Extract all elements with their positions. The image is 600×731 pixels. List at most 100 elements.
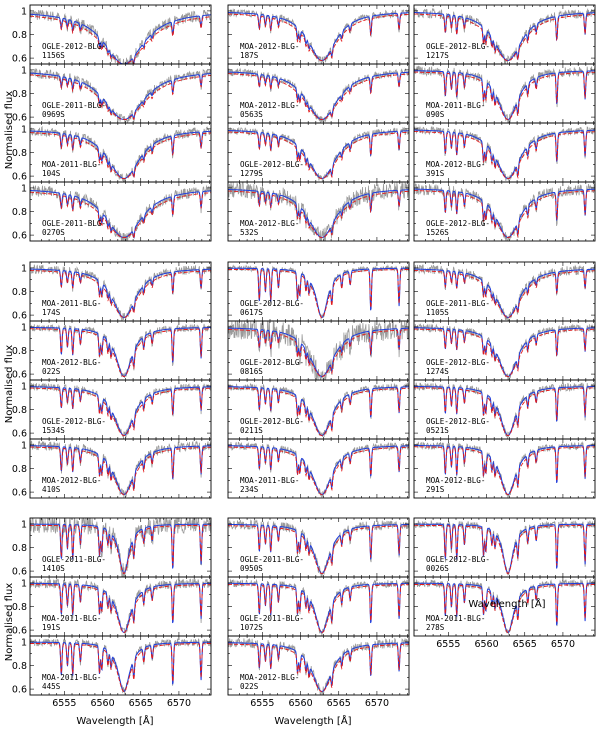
panel-2-8: OGLE-2012-BLG-0211S xyxy=(227,379,410,440)
panel-curves xyxy=(30,323,211,379)
y-tick-label: 0.6 xyxy=(12,567,27,578)
y-tick-label: 0.8 xyxy=(12,30,27,41)
panel-3-7: 0.6 0.8 1 MOA-2011-BLG-445S 6555 6560 6565 6570 xyxy=(12,635,212,709)
model-red xyxy=(228,329,409,378)
panel-label: 532S xyxy=(240,228,259,237)
x-tick-label: 6570 xyxy=(365,698,389,709)
y-tick-label: 0.6 xyxy=(12,54,27,65)
model-red xyxy=(414,446,595,496)
model-blue xyxy=(414,444,595,496)
model-red xyxy=(30,387,211,437)
panel-3-5: OGLE-2011-BLG-1072S xyxy=(227,576,410,637)
panel-label: OGLE-2012-BLG- xyxy=(240,358,304,367)
model-red xyxy=(30,74,211,121)
model-red xyxy=(228,13,409,62)
panel-curves xyxy=(414,264,595,321)
x-tick-label: 6555 xyxy=(436,639,460,650)
y-tick-label: 1 xyxy=(21,183,27,194)
y-tick-label: 1 xyxy=(21,519,27,530)
y-tick-label: 1 xyxy=(21,263,27,274)
panel-label: 1274S xyxy=(426,367,449,376)
panel-label: MOA-2012-BLG- xyxy=(240,219,299,228)
panel-label: 022S xyxy=(42,367,61,376)
panel-label: 187S xyxy=(240,51,259,60)
x-tick-label: 6555 xyxy=(52,698,76,709)
panel-curves xyxy=(228,637,409,695)
panel-label: 191S xyxy=(42,623,61,632)
model-red xyxy=(228,584,409,634)
model-red xyxy=(30,328,211,378)
y-tick-label: 0.6 xyxy=(12,231,27,242)
model-red xyxy=(30,270,211,319)
panel-label: 445S xyxy=(42,682,61,691)
y-tick-label: 0.6 xyxy=(12,172,27,183)
panel-label: 1217S xyxy=(426,51,449,60)
y-tick-label: 1 xyxy=(21,578,27,589)
panel-curves xyxy=(414,323,595,380)
model-red xyxy=(228,190,409,239)
panel-label: MOA-2011-BLG- xyxy=(426,101,485,110)
panel-curves xyxy=(228,578,409,636)
panel-label: 174S xyxy=(42,308,61,317)
panel-2-12: MOA-2012-BLG-291S xyxy=(413,438,596,499)
panel-1-9: MOA-2012-BLG-391S xyxy=(413,122,596,183)
y-tick-label: 0.8 xyxy=(12,89,27,100)
panel-label: OGLE-2011-BLG- xyxy=(42,555,106,564)
x-tick-label: 6565 xyxy=(129,698,153,709)
panel-label: OGLE-2011-BLG- xyxy=(240,555,304,564)
panel-curves xyxy=(414,519,595,576)
panel-curves xyxy=(228,519,409,577)
panel-label: OGLE-2012-BLG- xyxy=(426,219,490,228)
y-tick-label: 0.8 xyxy=(12,464,27,475)
panel-label: 0270S xyxy=(42,228,65,237)
panel-label: 0816S xyxy=(240,367,263,376)
panel-label: OGLE-2011-BLG- xyxy=(42,219,106,228)
panel-curves xyxy=(30,125,211,182)
panel-3-6: MOA-2011-BLG-278S 6555 6560 6565 6570 xyxy=(413,576,596,650)
y-tick-label: 1 xyxy=(21,6,27,17)
y-tick-label: 0.8 xyxy=(12,207,27,218)
panel-2-1: 0.6 0.8 1 MOA-2011-BLG-174S xyxy=(12,261,212,322)
panel-2-6: OGLE-2012-BLG-1274S xyxy=(413,320,596,381)
panel-label: OGLE-2011-BLG- xyxy=(426,299,490,308)
model-red xyxy=(414,328,595,378)
panel-curves xyxy=(30,264,211,321)
panel-1-3: OGLE-2012-BLG-1217S xyxy=(413,4,596,65)
y-tick-label: 0.6 xyxy=(12,685,27,696)
panel-2-4: 0.6 0.8 1 MOA-2012-BLG-022S xyxy=(12,320,212,381)
y-tick-label: 0.8 xyxy=(12,405,27,416)
panel-curves xyxy=(30,383,211,439)
y-tick-label: 0.8 xyxy=(12,346,27,357)
panel-label: 0563S xyxy=(240,110,263,119)
model-red xyxy=(228,268,409,319)
panel-2-3: OGLE-2011-BLG-1105S xyxy=(413,261,596,322)
panel-2-7: 0.6 0.8 1 OGLE-2012-BLG-1534S xyxy=(12,379,212,440)
y-tick-label: 0.6 xyxy=(12,311,27,322)
panel-3-2: OGLE-2011-BLG-0950S xyxy=(227,517,410,578)
model-red xyxy=(30,191,211,240)
panel-curves xyxy=(30,9,211,64)
xlabel-bottom-left: Wavelength [Å] xyxy=(76,714,153,727)
panel-label: MOA-2011-BLG- xyxy=(426,614,485,623)
panel-1-4: 0.6 0.8 1 OGLE-2011-BLG-0969S xyxy=(12,63,212,124)
panel-label: 1072S xyxy=(240,623,263,632)
panel-label: 090S xyxy=(426,110,445,119)
panel-3-4: 0.6 0.8 1 MOA-2011-BLG-191S xyxy=(12,576,212,637)
model-red xyxy=(228,525,409,575)
model-red xyxy=(414,387,595,437)
panel-2-10: 0.6 0.8 1 MOA-2012-BLG-410S xyxy=(12,438,212,499)
panel-curves xyxy=(414,126,595,182)
x-tick-label: 6560 xyxy=(90,698,114,709)
model-red xyxy=(228,131,409,180)
model-red xyxy=(414,131,595,180)
panel-curves xyxy=(228,321,409,380)
y-tick-label: 0.8 xyxy=(12,661,27,672)
panels-layer: 0.60.81OGLE-2012-BLG-1156SMOA-2012-BLG-1… xyxy=(12,4,596,709)
panel-label: 0969S xyxy=(42,110,65,119)
model-red xyxy=(228,446,409,496)
y-tick-label: 1 xyxy=(21,124,27,135)
panel-label: MOA-2012-BLG- xyxy=(240,101,299,110)
panel-1-7: 0.6 0.8 1 MOA-2011-BLG-104S xyxy=(12,122,212,183)
panel-label: OGLE-2012-BLG- xyxy=(426,555,490,564)
